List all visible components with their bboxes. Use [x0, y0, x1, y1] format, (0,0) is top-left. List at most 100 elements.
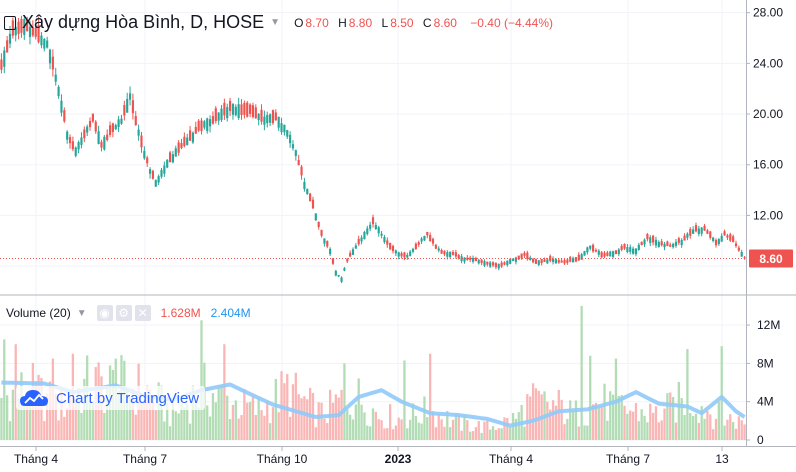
candle-body: [577, 254, 580, 261]
volume-bar: [103, 412, 106, 440]
candle-body: [243, 102, 246, 115]
candle-body: [309, 193, 312, 202]
candle-body: [191, 132, 195, 143]
candle-body: [431, 238, 435, 244]
candle-body: [351, 249, 355, 255]
candle-body: [174, 148, 177, 157]
volume-bar: [589, 355, 592, 440]
candle-body: [229, 100, 232, 111]
volume-bar: [571, 410, 575, 440]
close-icon[interactable]: ✕: [134, 305, 151, 321]
candle-body: [294, 150, 297, 156]
candle-body: [120, 118, 123, 124]
volume-bar: [437, 413, 440, 440]
volume-bar: [180, 403, 183, 440]
candle-body: [494, 263, 497, 268]
volume-bar: [88, 401, 92, 440]
candle-body: [374, 225, 377, 230]
volume-bar: [217, 387, 220, 440]
volume-bar: [306, 399, 309, 440]
candle-body: [640, 241, 643, 245]
candle-body: [674, 241, 678, 246]
volume-bar: [517, 412, 520, 440]
candle-body: [289, 134, 292, 144]
volume-bar: [431, 411, 435, 440]
volume-bar: [283, 383, 286, 440]
symbol-title[interactable]: Xây dựng Hòa Bình, D, HOSE: [22, 12, 265, 32]
candle-body: [148, 169, 152, 174]
volume-bar: [614, 358, 618, 440]
price-tick-label: 28.00: [753, 6, 783, 20]
volume-bar: [646, 422, 649, 440]
volume-bar: [43, 421, 46, 440]
candle-body: [594, 249, 598, 252]
candle-body: [340, 277, 343, 282]
gear-icon[interactable]: ⚙: [115, 305, 132, 321]
candle-body: [629, 247, 632, 252]
candle-body: [620, 245, 623, 250]
candle-body: [523, 252, 526, 256]
candle-body: [391, 245, 395, 252]
volume-bar: [326, 423, 329, 440]
volume-bar: [177, 413, 180, 440]
volume-bar: [643, 415, 646, 440]
volume-bar: [409, 419, 412, 440]
candle-body: [91, 113, 94, 122]
candle-body: [449, 251, 452, 258]
volume-bar: [663, 408, 666, 440]
tradingview-watermark[interactable]: Chart by TradingView: [16, 386, 206, 410]
volume-bar: [148, 389, 152, 440]
volume-bar: [288, 416, 292, 440]
volume-bar: [577, 426, 580, 440]
volume-bar: [443, 426, 446, 440]
change-value: −0.40 (−4.44%): [470, 15, 553, 30]
volume-bar: [228, 419, 232, 440]
candle-body: [429, 235, 432, 242]
candle-body: [0, 59, 3, 70]
volume-bar: [480, 432, 483, 440]
candle-body: [271, 110, 275, 124]
candle-body: [249, 104, 252, 114]
volume-bar: [240, 415, 243, 440]
volume-bar: [580, 305, 583, 440]
candle-body: [77, 142, 80, 150]
volume-bar: [691, 416, 695, 440]
candle-body: [306, 188, 309, 194]
candle-body: [694, 225, 698, 232]
symbol-icon[interactable]: [4, 15, 16, 30]
volume-bar: [523, 426, 526, 440]
candle-body: [128, 93, 132, 100]
volume-bar: [649, 403, 652, 440]
candle-body: [71, 141, 74, 150]
chevron-down-icon[interactable]: ▼: [270, 17, 281, 28]
candle-body: [260, 109, 263, 122]
volume-bar: [66, 407, 69, 440]
candle-body: [354, 245, 357, 249]
candle-body: [194, 126, 197, 134]
volume-bar: [154, 410, 157, 440]
candle-body: [349, 252, 352, 257]
volume-bar: [709, 414, 712, 440]
volume-bar: [429, 353, 432, 440]
candle-body: [517, 255, 520, 260]
volume-bar: [723, 425, 726, 440]
volume-bar: [214, 402, 217, 440]
candle-body: [643, 239, 646, 245]
eye-icon[interactable]: ◉: [96, 305, 113, 321]
candle-body: [529, 257, 532, 261]
volume-bar: [469, 431, 472, 440]
candle-body: [486, 261, 489, 265]
ohlc-values: O 8.70 H 8.80 L 8.50 C 8.60 −0.40 (−4.44%): [294, 16, 553, 30]
volume-title[interactable]: Volume (20): [6, 306, 71, 320]
time-tick-label: Tháng 4: [489, 452, 533, 466]
candle-body: [46, 40, 49, 48]
chevron-down-icon[interactable]: ▼: [76, 307, 87, 319]
volume-bar: [277, 412, 280, 440]
candle-body: [560, 260, 563, 263]
candle-body: [203, 121, 206, 128]
candle-body: [466, 257, 469, 260]
volume-bar: [157, 382, 160, 440]
volume-bar: [331, 402, 335, 440]
volume-bar: [337, 397, 340, 440]
